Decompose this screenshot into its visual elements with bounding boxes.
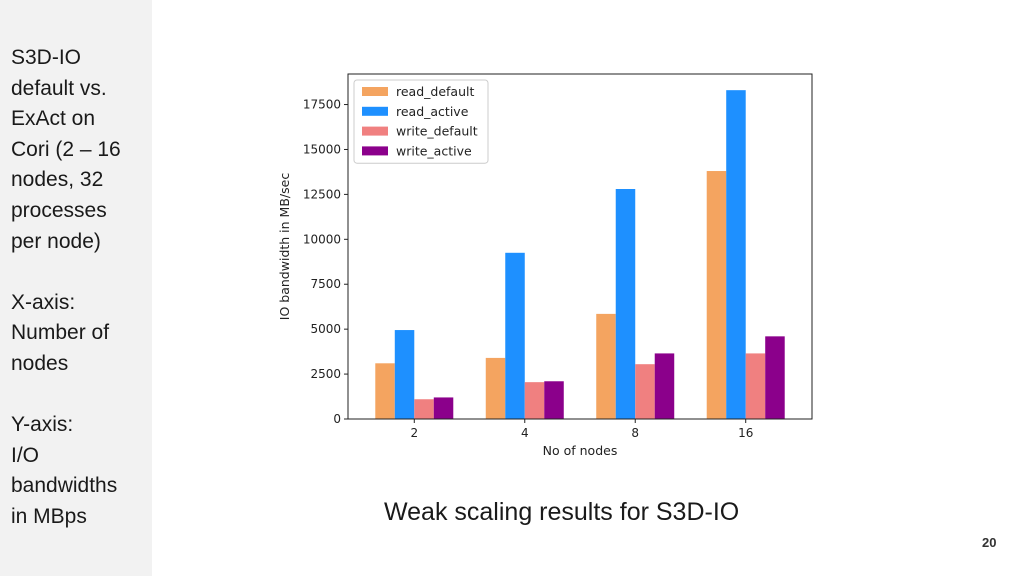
bar-read_active-4 xyxy=(505,252,525,419)
x-tick-label: 2 xyxy=(410,426,418,440)
legend-label-read_active: read_active xyxy=(396,104,469,119)
desc-line: per node) xyxy=(11,229,101,253)
bar-read_active-2 xyxy=(394,330,415,419)
bar-write_default-2 xyxy=(414,399,434,419)
chart-caption: Weak scaling results for S3D-IO xyxy=(384,498,740,526)
xaxis-line: Number of xyxy=(11,321,110,345)
y-tick-label: 12500 xyxy=(303,187,341,201)
y-axis-label: IO bandwidth in MB/sec xyxy=(277,173,292,321)
legend-label-read_default: read_default xyxy=(396,84,474,99)
x-axis-label: No of nodes xyxy=(543,443,618,458)
yaxis-line: in MBps xyxy=(11,504,87,528)
y-tick-label: 5000 xyxy=(310,322,341,336)
bar-read_default-4 xyxy=(485,357,506,419)
desc-line: Cori (2 – 16 xyxy=(11,137,121,161)
desc-line: default vs. xyxy=(11,76,107,100)
sidebar-panel: S3D-IO default vs. ExAct on Cori (2 – 16… xyxy=(0,0,152,576)
legend-swatch-write_active xyxy=(362,146,388,156)
x-ticks: 2 4 8 16 xyxy=(410,419,753,440)
chart-bars xyxy=(375,90,785,419)
bar-write_default-8 xyxy=(635,364,655,419)
bar-read_default-16 xyxy=(706,171,727,419)
y-tick-label: 15000 xyxy=(303,142,341,156)
y-tick-label: 10000 xyxy=(303,232,341,246)
xaxis-line: nodes xyxy=(11,351,69,375)
desc-line: nodes, 32 xyxy=(11,168,104,192)
y-tick-label: 2500 xyxy=(310,367,341,381)
yaxis-line: bandwidths xyxy=(11,474,118,498)
bar-read_default-8 xyxy=(596,313,616,419)
xaxis-line: X-axis: xyxy=(11,290,76,314)
bar-read_active-16 xyxy=(726,90,746,419)
x-tick-label: 16 xyxy=(738,426,753,440)
slide-notes: S3D-IO default vs. ExAct on Cori (2 – 16… xyxy=(11,43,151,533)
bar-write_active-8 xyxy=(654,353,675,419)
desc-line: ExAct on xyxy=(11,107,96,131)
bar-write_active-16 xyxy=(765,336,785,419)
y-tick-label: 17500 xyxy=(303,98,341,112)
bar-read_default-2 xyxy=(375,363,395,419)
yaxis-line: I/O xyxy=(11,443,40,467)
desc-line: processes xyxy=(11,198,107,222)
legend-box xyxy=(353,79,489,164)
page-number: 20 xyxy=(982,535,997,550)
yaxis-line: Y-axis: xyxy=(11,413,74,437)
y-tick-label: 0 xyxy=(333,412,341,426)
bar-write_default-4 xyxy=(524,382,545,419)
bar-write_active-2 xyxy=(433,397,454,419)
y-tick-label: 7500 xyxy=(310,277,341,291)
legend-label-write_active: write_active xyxy=(396,143,472,158)
bar-write_default-16 xyxy=(745,353,766,419)
x-tick-label: 4 xyxy=(521,426,529,440)
legend-label-write_default: write_default xyxy=(396,124,478,139)
x-tick-label: 8 xyxy=(631,426,639,440)
bar-write_active-4 xyxy=(544,381,564,419)
plot-frame xyxy=(347,73,813,420)
legend-swatch-write_default xyxy=(362,126,388,136)
desc-line: S3D-IO xyxy=(11,46,82,69)
y-ticks: 0 2500 5000 7500 10000 12500 15000 17500 xyxy=(303,98,348,426)
bar-read_active-8 xyxy=(615,189,636,419)
legend-swatch-read_default xyxy=(362,87,388,96)
legend-swatch-read_active xyxy=(362,106,388,116)
chart-legend: read_default read_active write_defaultwrit… xyxy=(353,79,489,164)
